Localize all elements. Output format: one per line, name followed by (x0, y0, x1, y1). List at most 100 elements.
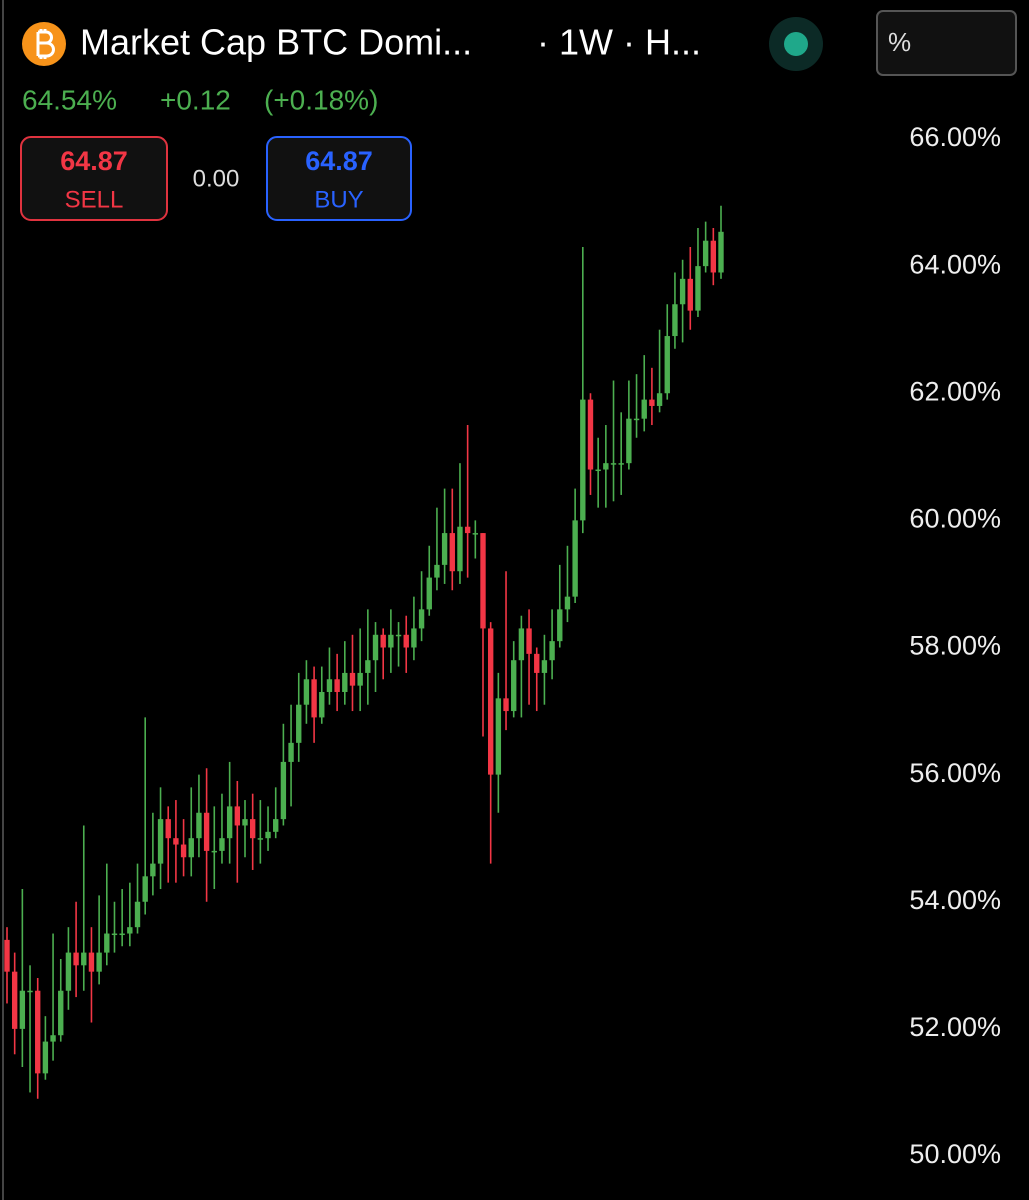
candle-body (142, 876, 148, 902)
candle-body (296, 704, 302, 743)
candle-body (595, 469, 601, 472)
candle-body (219, 838, 225, 851)
btc-icon (22, 22, 66, 66)
candle-body (334, 679, 340, 692)
candle-body (265, 831, 271, 839)
candle-body (203, 812, 210, 851)
candle-body (633, 418, 640, 421)
candle-body (710, 240, 717, 273)
buy-price[interactable]: 64.87 (305, 146, 373, 176)
unit-button-label[interactable]: % (888, 27, 911, 57)
y-tick-label: 66.00% (909, 122, 1001, 152)
candle-body (19, 990, 26, 1029)
candle-body (342, 672, 348, 692)
candle-body (326, 679, 333, 692)
candle-body (649, 399, 655, 406)
candle-body (403, 634, 409, 648)
candle-body (157, 819, 164, 864)
sell-label[interactable]: SELL (65, 186, 124, 213)
y-tick-label: 64.00% (909, 249, 1001, 279)
candle-body (349, 672, 356, 686)
candle-body (610, 463, 617, 465)
change-percent: (+0.18%) (264, 84, 378, 115)
y-tick-label: 56.00% (909, 758, 1001, 788)
candle-body (280, 761, 287, 820)
candle-body (564, 596, 571, 610)
candle-body (518, 628, 525, 661)
y-tick-label: 50.00% (909, 1139, 1001, 1169)
candle-body (426, 577, 432, 610)
buy-button[interactable] (266, 136, 412, 221)
candle-body (603, 463, 609, 470)
unit-button[interactable] (876, 10, 1017, 76)
candle-body (495, 698, 502, 775)
candle-body (119, 933, 125, 936)
candle-body (134, 901, 141, 928)
candle-body (687, 278, 693, 311)
buy-label[interactable]: BUY (314, 186, 363, 213)
candle-body (641, 399, 647, 419)
candle-body (411, 628, 417, 648)
candle-body (273, 819, 279, 832)
candle-body (526, 628, 532, 654)
candle-body (319, 691, 325, 718)
candle-body (234, 806, 241, 826)
sell-button[interactable] (20, 136, 168, 221)
candle-body (572, 520, 578, 597)
candle-body (180, 844, 187, 858)
y-tick-label: 52.00% (909, 1012, 1001, 1042)
candle-body (480, 533, 486, 629)
candle-body (35, 990, 41, 1074)
candle-body (165, 819, 171, 839)
candle-body (4, 939, 10, 972)
candle-body (457, 526, 463, 572)
candle-body (372, 634, 379, 661)
candle-body (188, 838, 194, 858)
candle-body (311, 679, 317, 718)
candle-body (557, 609, 563, 642)
candle-body (472, 533, 479, 535)
candle-body (449, 533, 455, 572)
candle-body (42, 1041, 49, 1074)
candle-body (702, 240, 709, 267)
candle-body (11, 971, 18, 1029)
candle-body (73, 952, 79, 966)
candle-body (288, 742, 294, 762)
candle-body (503, 698, 509, 712)
last-value: 64.54% (22, 84, 117, 115)
candle-body (173, 838, 179, 845)
candle-body (242, 819, 248, 826)
candle-body (388, 634, 394, 648)
sell-price[interactable]: 64.87 (60, 146, 128, 176)
candle-body (580, 399, 586, 521)
candle-body (679, 278, 686, 305)
candle-body (441, 533, 448, 565)
candle-body (695, 266, 701, 311)
candle-body (58, 990, 64, 1036)
candle-body (249, 819, 256, 839)
interval[interactable]: · 1W · H... (537, 22, 701, 63)
candle-body (65, 952, 72, 991)
y-tick-label: 60.00% (909, 504, 1001, 534)
candle-body (50, 1035, 56, 1042)
candle-body (150, 863, 156, 877)
candle-body (127, 927, 133, 934)
candle-body (395, 634, 402, 637)
status-dot (784, 32, 808, 56)
candle-body (211, 850, 217, 853)
candle-body (511, 660, 517, 712)
y-tick-label: 58.00% (909, 631, 1001, 661)
candle-body (664, 336, 670, 394)
change: +0.12 (160, 84, 231, 115)
candle-body (656, 393, 663, 406)
candle-body (534, 653, 540, 673)
candle-body (587, 399, 594, 470)
candle-body (541, 660, 548, 673)
candle-body (618, 463, 624, 465)
candle-body (434, 564, 440, 578)
candle-body (88, 952, 95, 972)
plot: 50.00% 52.00% 54.00% 56.00% 58.00% 60.00% 62.0… (4, 122, 1001, 1169)
symbol-title[interactable]: Market Cap BTC Domi... (80, 22, 472, 63)
